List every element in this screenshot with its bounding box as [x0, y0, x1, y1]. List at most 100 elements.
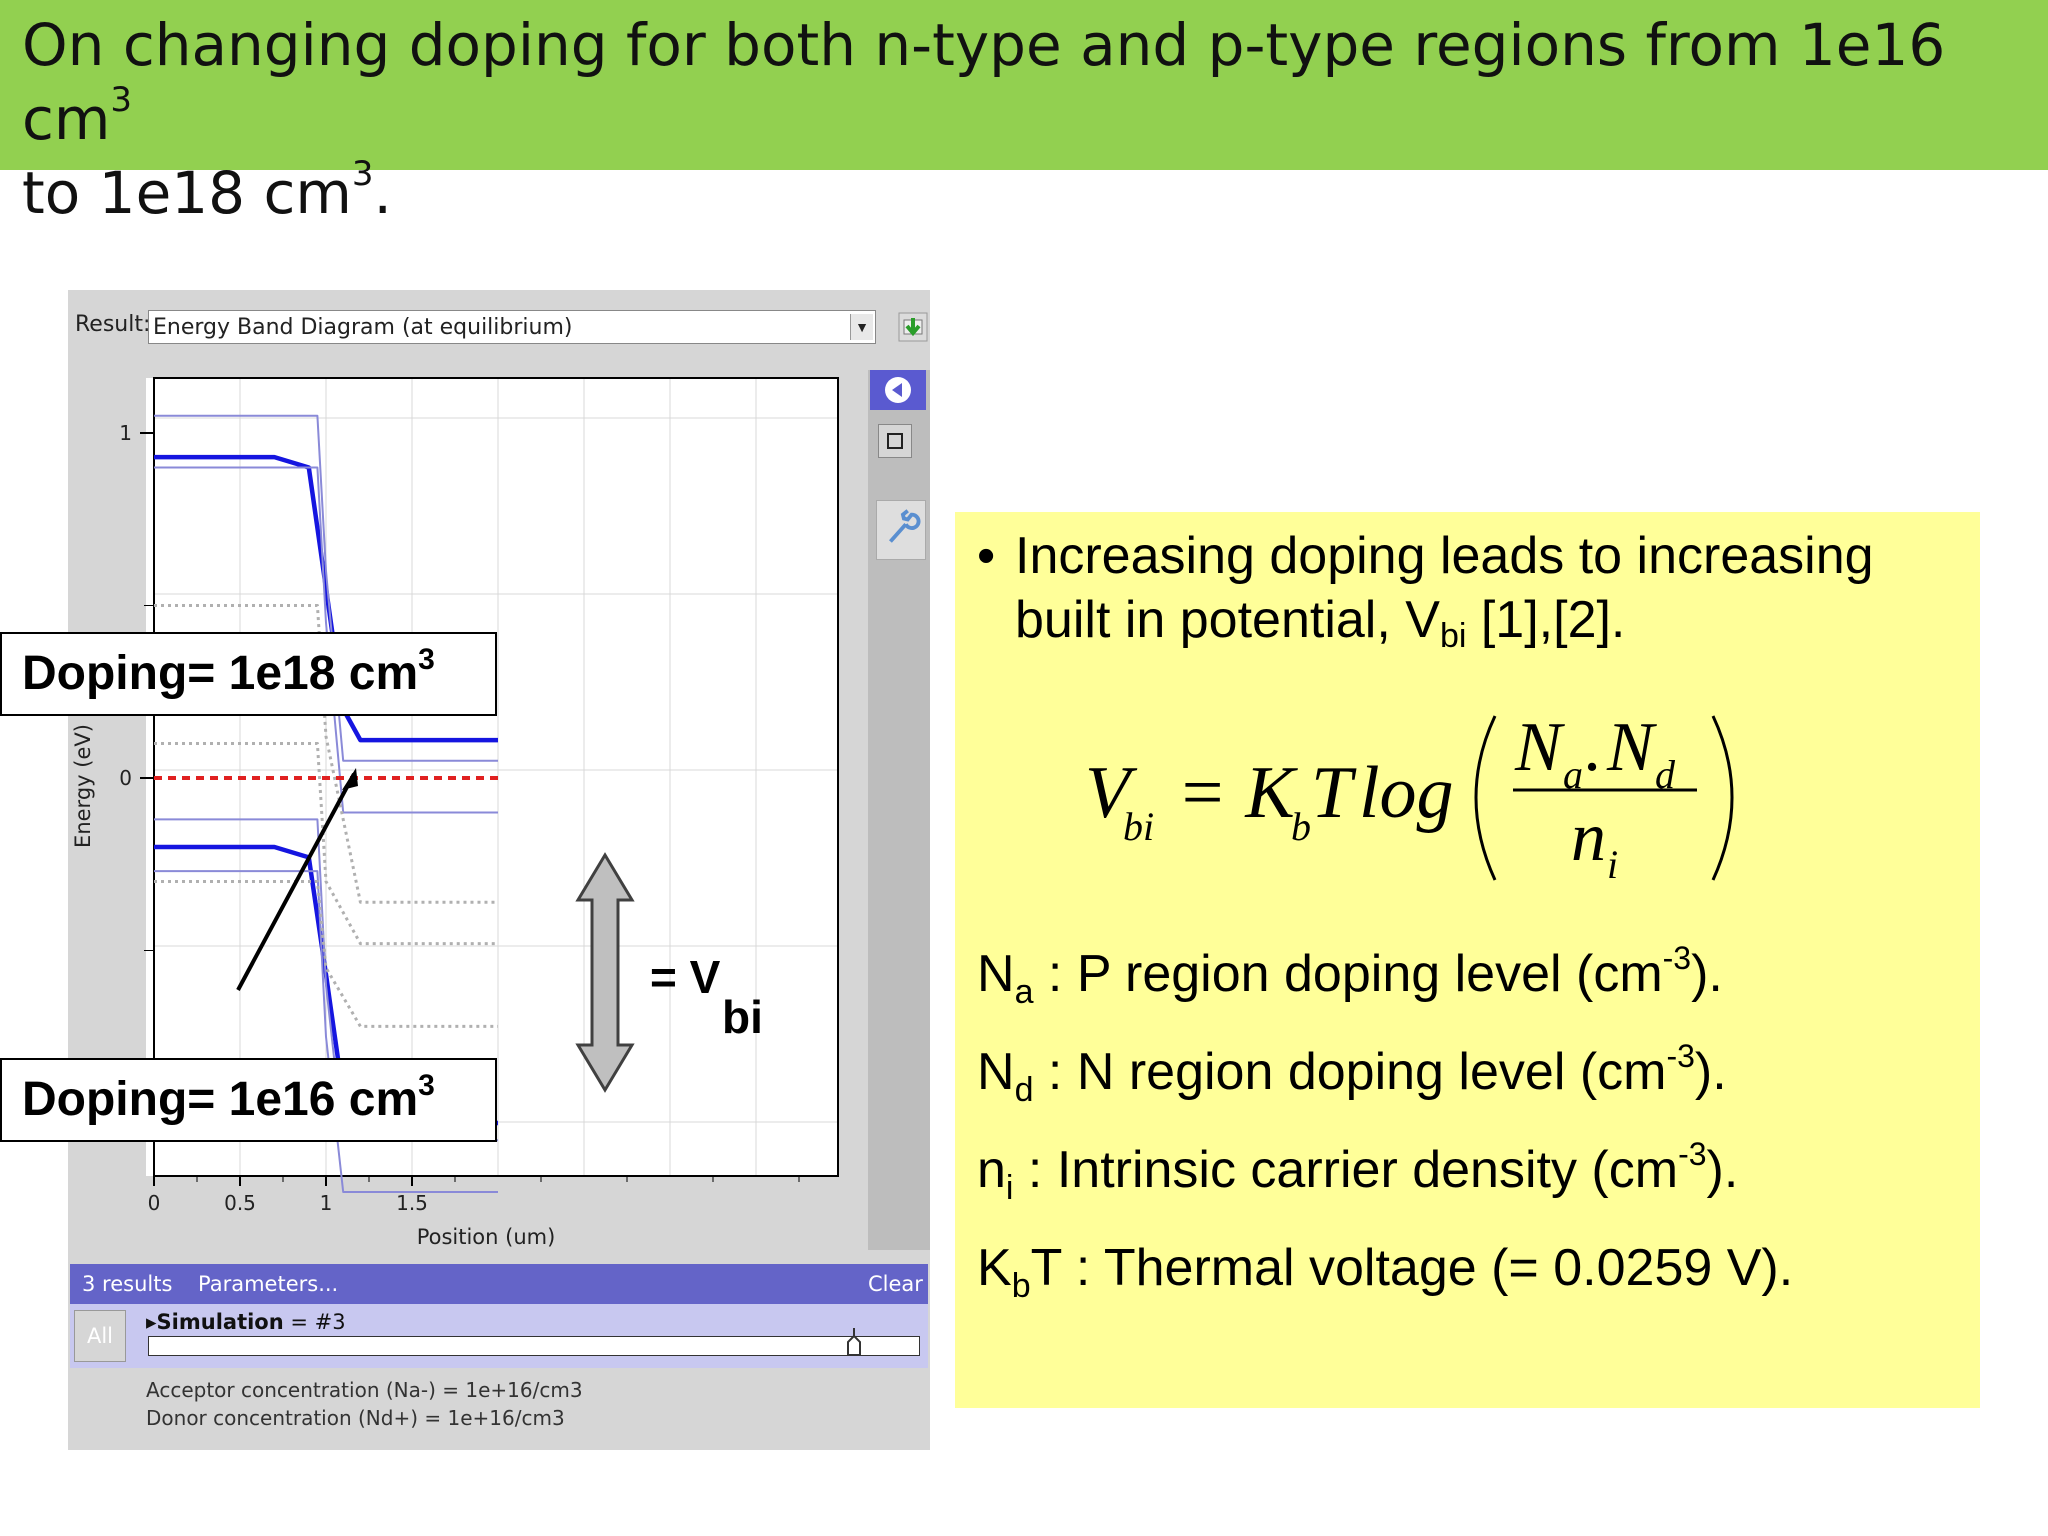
series-line-dotted-grey-7	[154, 742, 498, 946]
clear-button[interactable]: Clear	[868, 1272, 923, 1296]
def-nd-sub: d	[1014, 1071, 1034, 1109]
bullet-dot: •	[977, 527, 996, 585]
slider-thumb[interactable]	[846, 1328, 862, 1356]
doping-low-text: Doping= 1e16 cm	[22, 1073, 419, 1126]
vbi-equals: = V	[650, 951, 721, 1003]
formula-k-sub: b	[1291, 804, 1311, 849]
title-line-1: On changing doping for both n-type and p…	[22, 11, 1946, 153]
series-line-thin-blue-2	[154, 414, 498, 762]
result-select[interactable]: Energy Band Diagram (at equilibrium) ▼	[148, 310, 876, 344]
x-tick-label: 0	[148, 1191, 161, 1215]
wrench-icon[interactable]	[876, 500, 926, 560]
def-kbt-sub: b	[1011, 1267, 1031, 1305]
title-end: .	[373, 159, 392, 227]
explanation-note: • Increasing doping leads to increasing …	[955, 512, 1980, 1408]
simulation-row: All ▸Simulation = #3	[70, 1304, 928, 1368]
download-icon[interactable]	[898, 312, 928, 342]
right-paren	[1711, 715, 1734, 881]
vbi-double-arrow	[575, 852, 635, 1093]
x-tick-label: 1.5	[396, 1191, 428, 1215]
bullet-main: Increasing doping leads to increasing bu…	[1015, 527, 1874, 649]
parameters-button[interactable]: Parameters...	[198, 1272, 339, 1296]
side-toolbar	[868, 370, 930, 1250]
def-nd: Nd : N region doping level (cm-3).	[977, 1040, 1727, 1107]
formula-ni-sub: i	[1607, 842, 1618, 887]
title-line-2: to 1e18 cm	[22, 159, 352, 227]
def-na: Na : P region doping level (cm-3).	[977, 942, 1723, 1009]
y-axis-label: Energy (eV)	[71, 724, 95, 848]
simulator-app: Result: Energy Band Diagram (at equilibr…	[68, 290, 930, 1450]
def-ni-sup: -3	[1678, 1136, 1707, 1172]
def-ni-text: : Intrinsic carrier density (cm	[1013, 1141, 1679, 1199]
def-nd-sup: -3	[1666, 1038, 1695, 1074]
formula-ni: n	[1571, 799, 1606, 876]
def-na-sub: a	[1014, 973, 1034, 1011]
def-kbt: KbT : Thermal voltage (= 0.0259 V).	[977, 1238, 1794, 1303]
y-tick-label: 0	[119, 766, 132, 790]
pointer-arrow-line	[236, 773, 356, 991]
result-label: Result:	[75, 312, 151, 337]
chevron-down-icon[interactable]: ▼	[850, 314, 873, 340]
def-kbt-text: T : Thermal voltage (= 0.0259 V).	[1030, 1239, 1794, 1297]
def-na-sup: -3	[1662, 940, 1692, 976]
def-ni: ni : Intrinsic carrier density (cm-3).	[977, 1138, 1739, 1205]
def-ni-sub: i	[1005, 1169, 1014, 1207]
formula-k: = K	[1177, 752, 1298, 834]
def-ni-end: ).	[1706, 1141, 1739, 1199]
formula-t: T	[1311, 752, 1357, 834]
formula-dot: .	[1585, 709, 1603, 786]
acceptor-concentration: Acceptor concentration (Na-) = 1e+16/cm3	[146, 1378, 583, 1402]
vbi-formula: V bi = K b T log N a . N d n i	[1085, 709, 1734, 887]
x-tick-label: 1	[320, 1191, 333, 1215]
x-tick-label: 0.5	[224, 1191, 256, 1215]
formula-lhs: V	[1085, 752, 1138, 834]
slide-title: On changing doping for both n-type and p…	[22, 8, 2022, 230]
def-ni-sym: n	[977, 1141, 1006, 1199]
title-sup-1: 3	[110, 80, 133, 120]
results-bar: 3 results Parameters... Clear	[70, 1264, 928, 1304]
def-na-sym: N	[977, 945, 1015, 1003]
donor-concentration: Donor concentration (Nd+) = 1e+16/cm3	[146, 1406, 565, 1430]
back-arrow-icon[interactable]	[870, 370, 926, 410]
formula-nd-sub: d	[1655, 752, 1676, 797]
result-select-value: Energy Band Diagram (at equilibrium)	[153, 315, 573, 340]
simulation-value: = #3	[290, 1310, 346, 1334]
results-count: 3 results	[82, 1272, 173, 1296]
simulation-label: Simulation	[156, 1310, 284, 1334]
doping-low-label: Doping= 1e16 cm3	[0, 1058, 497, 1142]
doping-high-label: Doping= 1e18 cm3	[0, 632, 497, 716]
vbi-subscript: bi	[722, 991, 763, 1043]
formula-na: N	[1514, 709, 1565, 786]
bullet-sub: bi	[1439, 617, 1467, 655]
formula-log: log	[1359, 752, 1454, 834]
slide-title-banner: On changing doping for both n-type and p…	[0, 0, 2048, 227]
def-nd-text: : N region doping level (cm	[1033, 1043, 1667, 1101]
left-paren	[1474, 715, 1497, 881]
series-line-thin-blue-5	[154, 870, 498, 1193]
bullet-end: [1],[2].	[1466, 591, 1626, 649]
stop-button[interactable]	[878, 424, 912, 458]
square-icon	[887, 433, 903, 449]
def-nd-sym: N	[977, 1043, 1015, 1101]
doping-high-text: Doping= 1e18 cm	[22, 647, 419, 700]
doping-high-sup: 3	[418, 643, 435, 676]
x-axis-label: Position (um)	[417, 1225, 556, 1249]
title-sup-2: 3	[351, 154, 374, 194]
annotation-overlay	[236, 768, 635, 1093]
simulation-title: ▸Simulation = #3	[146, 1310, 346, 1334]
doping-low-sup: 3	[418, 1069, 435, 1102]
y-tick-label: 1	[119, 421, 132, 445]
def-kbt-sym: K	[977, 1239, 1012, 1297]
pointer-arrow-head	[342, 768, 358, 790]
formula-na-sub: a	[1563, 752, 1583, 797]
formula-nd: N	[1606, 709, 1657, 786]
def-nd-end: ).	[1694, 1043, 1727, 1101]
bullet-text: Increasing doping leads to increasing bu…	[1015, 524, 1955, 655]
def-na-text: : P region doping level (cm	[1033, 945, 1663, 1003]
all-button[interactable]: All	[74, 1310, 126, 1362]
series-line-thin-blue-3	[154, 466, 498, 814]
series-line-dotted-grey-6	[154, 604, 498, 904]
simulation-slider[interactable]	[148, 1336, 920, 1356]
formula-lhs-sub: bi	[1123, 804, 1154, 849]
def-na-end: ).	[1691, 945, 1723, 1003]
